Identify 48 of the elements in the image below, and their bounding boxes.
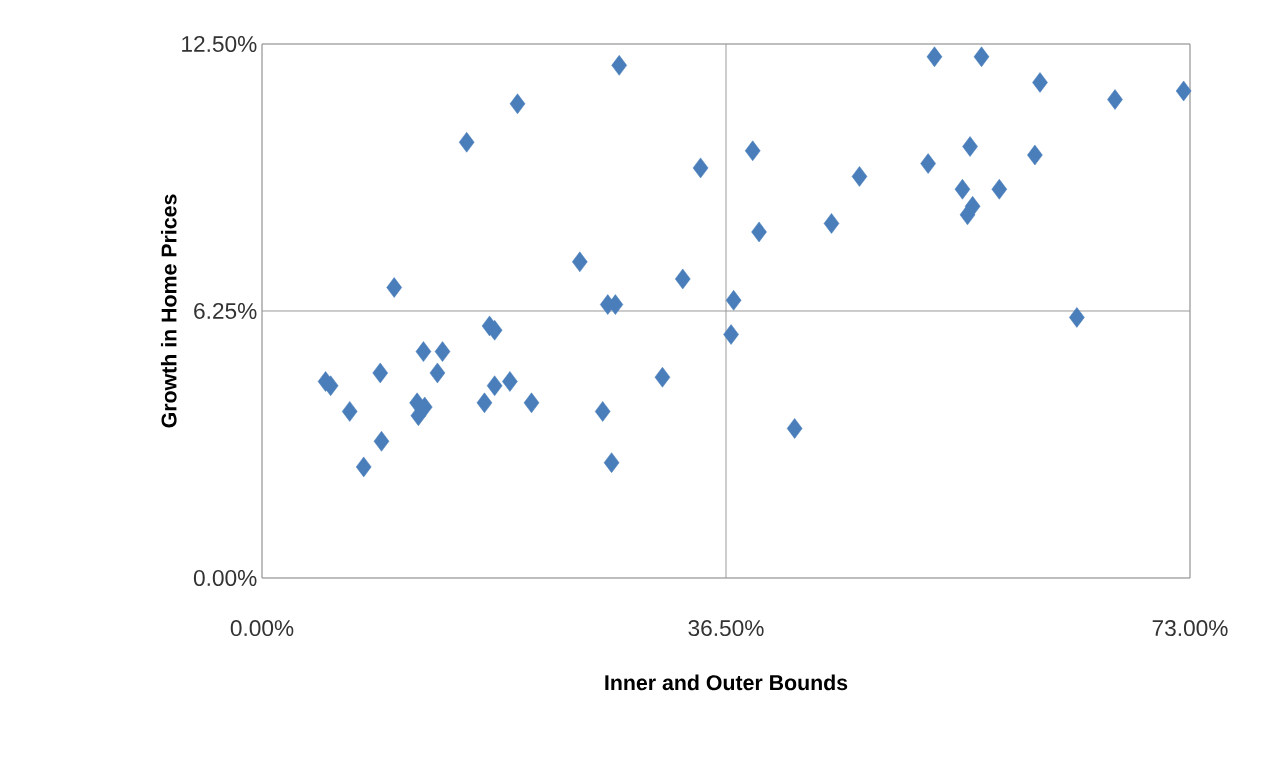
- point: [654, 366, 671, 388]
- point: [973, 46, 990, 68]
- point: [751, 221, 767, 243]
- point: [1027, 144, 1043, 166]
- point: [725, 290, 742, 311]
- point: [372, 362, 388, 384]
- x-tick-label: 0.00%: [230, 620, 294, 637]
- point: [355, 456, 372, 478]
- point: [1175, 80, 1192, 102]
- point: [476, 392, 493, 414]
- point: [964, 196, 981, 217]
- point: [786, 418, 803, 439]
- point: [415, 341, 432, 362]
- point: [572, 251, 588, 273]
- point: [594, 401, 611, 422]
- point: [486, 375, 503, 397]
- point: [926, 46, 943, 68]
- y-tick-label: 12.50%: [182, 35, 257, 53]
- point: [851, 166, 868, 187]
- point: [458, 131, 475, 153]
- point: [509, 93, 526, 115]
- point: [341, 401, 358, 422]
- point: [823, 213, 840, 234]
- point: [523, 392, 540, 414]
- point: [962, 136, 978, 157]
- point: [502, 371, 518, 392]
- point: [373, 431, 390, 452]
- point: [920, 153, 936, 174]
- point: [429, 362, 446, 384]
- point: [434, 341, 451, 362]
- point: [386, 277, 402, 298]
- point: [954, 178, 971, 200]
- y-tick-label: 6.25%: [194, 302, 257, 320]
- point: [991, 178, 1008, 200]
- point: [603, 452, 620, 473]
- point: [611, 55, 627, 76]
- x-tick-label: 73.00%: [1152, 620, 1228, 637]
- x-axis-title: Inner and Outer Bounds: [605, 674, 848, 691]
- point: [1069, 307, 1085, 328]
- point: [675, 268, 691, 290]
- point: [723, 324, 739, 345]
- y-tick-label: 0.00%: [193, 569, 257, 587]
- point: [744, 140, 761, 162]
- point: [692, 157, 709, 179]
- point: [1107, 89, 1123, 110]
- y-axis-title: Growth in Home Prices: [160, 194, 177, 428]
- x-tick-label: 36.50%: [688, 620, 764, 637]
- point: [1032, 72, 1048, 93]
